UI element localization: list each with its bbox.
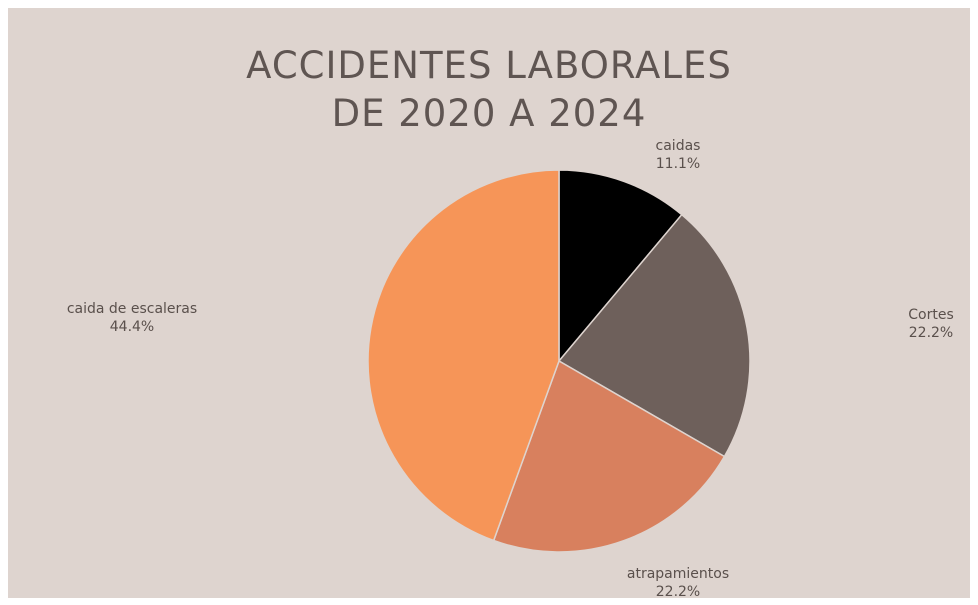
pie-slice-caidas: [558, 169, 683, 364]
slice-percent-label: 11.1%: [656, 156, 700, 172]
pie-slice-atrapamientos: [492, 359, 726, 553]
pie-slice-caida-de-escaleras: [367, 169, 560, 542]
slice-label: caidas: [656, 138, 701, 154]
chart-title-line-2: DE 2020 A 2024: [331, 92, 647, 135]
slice-percent-label: 44.4%: [110, 319, 154, 335]
slice-label: caida de escaleras: [67, 301, 197, 317]
slice-label: atrapamientos: [627, 566, 729, 582]
chart-title: ACCIDENTES LABORALES DE 2020 A 2024: [0, 42, 978, 138]
slice-percent-label: 22.2%: [909, 325, 953, 341]
chart-title-line-1: ACCIDENTES LABORALES: [246, 44, 732, 87]
slice-label: Cortes: [908, 307, 954, 323]
pie-slice-Cortes: [557, 213, 751, 458]
slice-percent-label: 22.2%: [656, 584, 700, 600]
